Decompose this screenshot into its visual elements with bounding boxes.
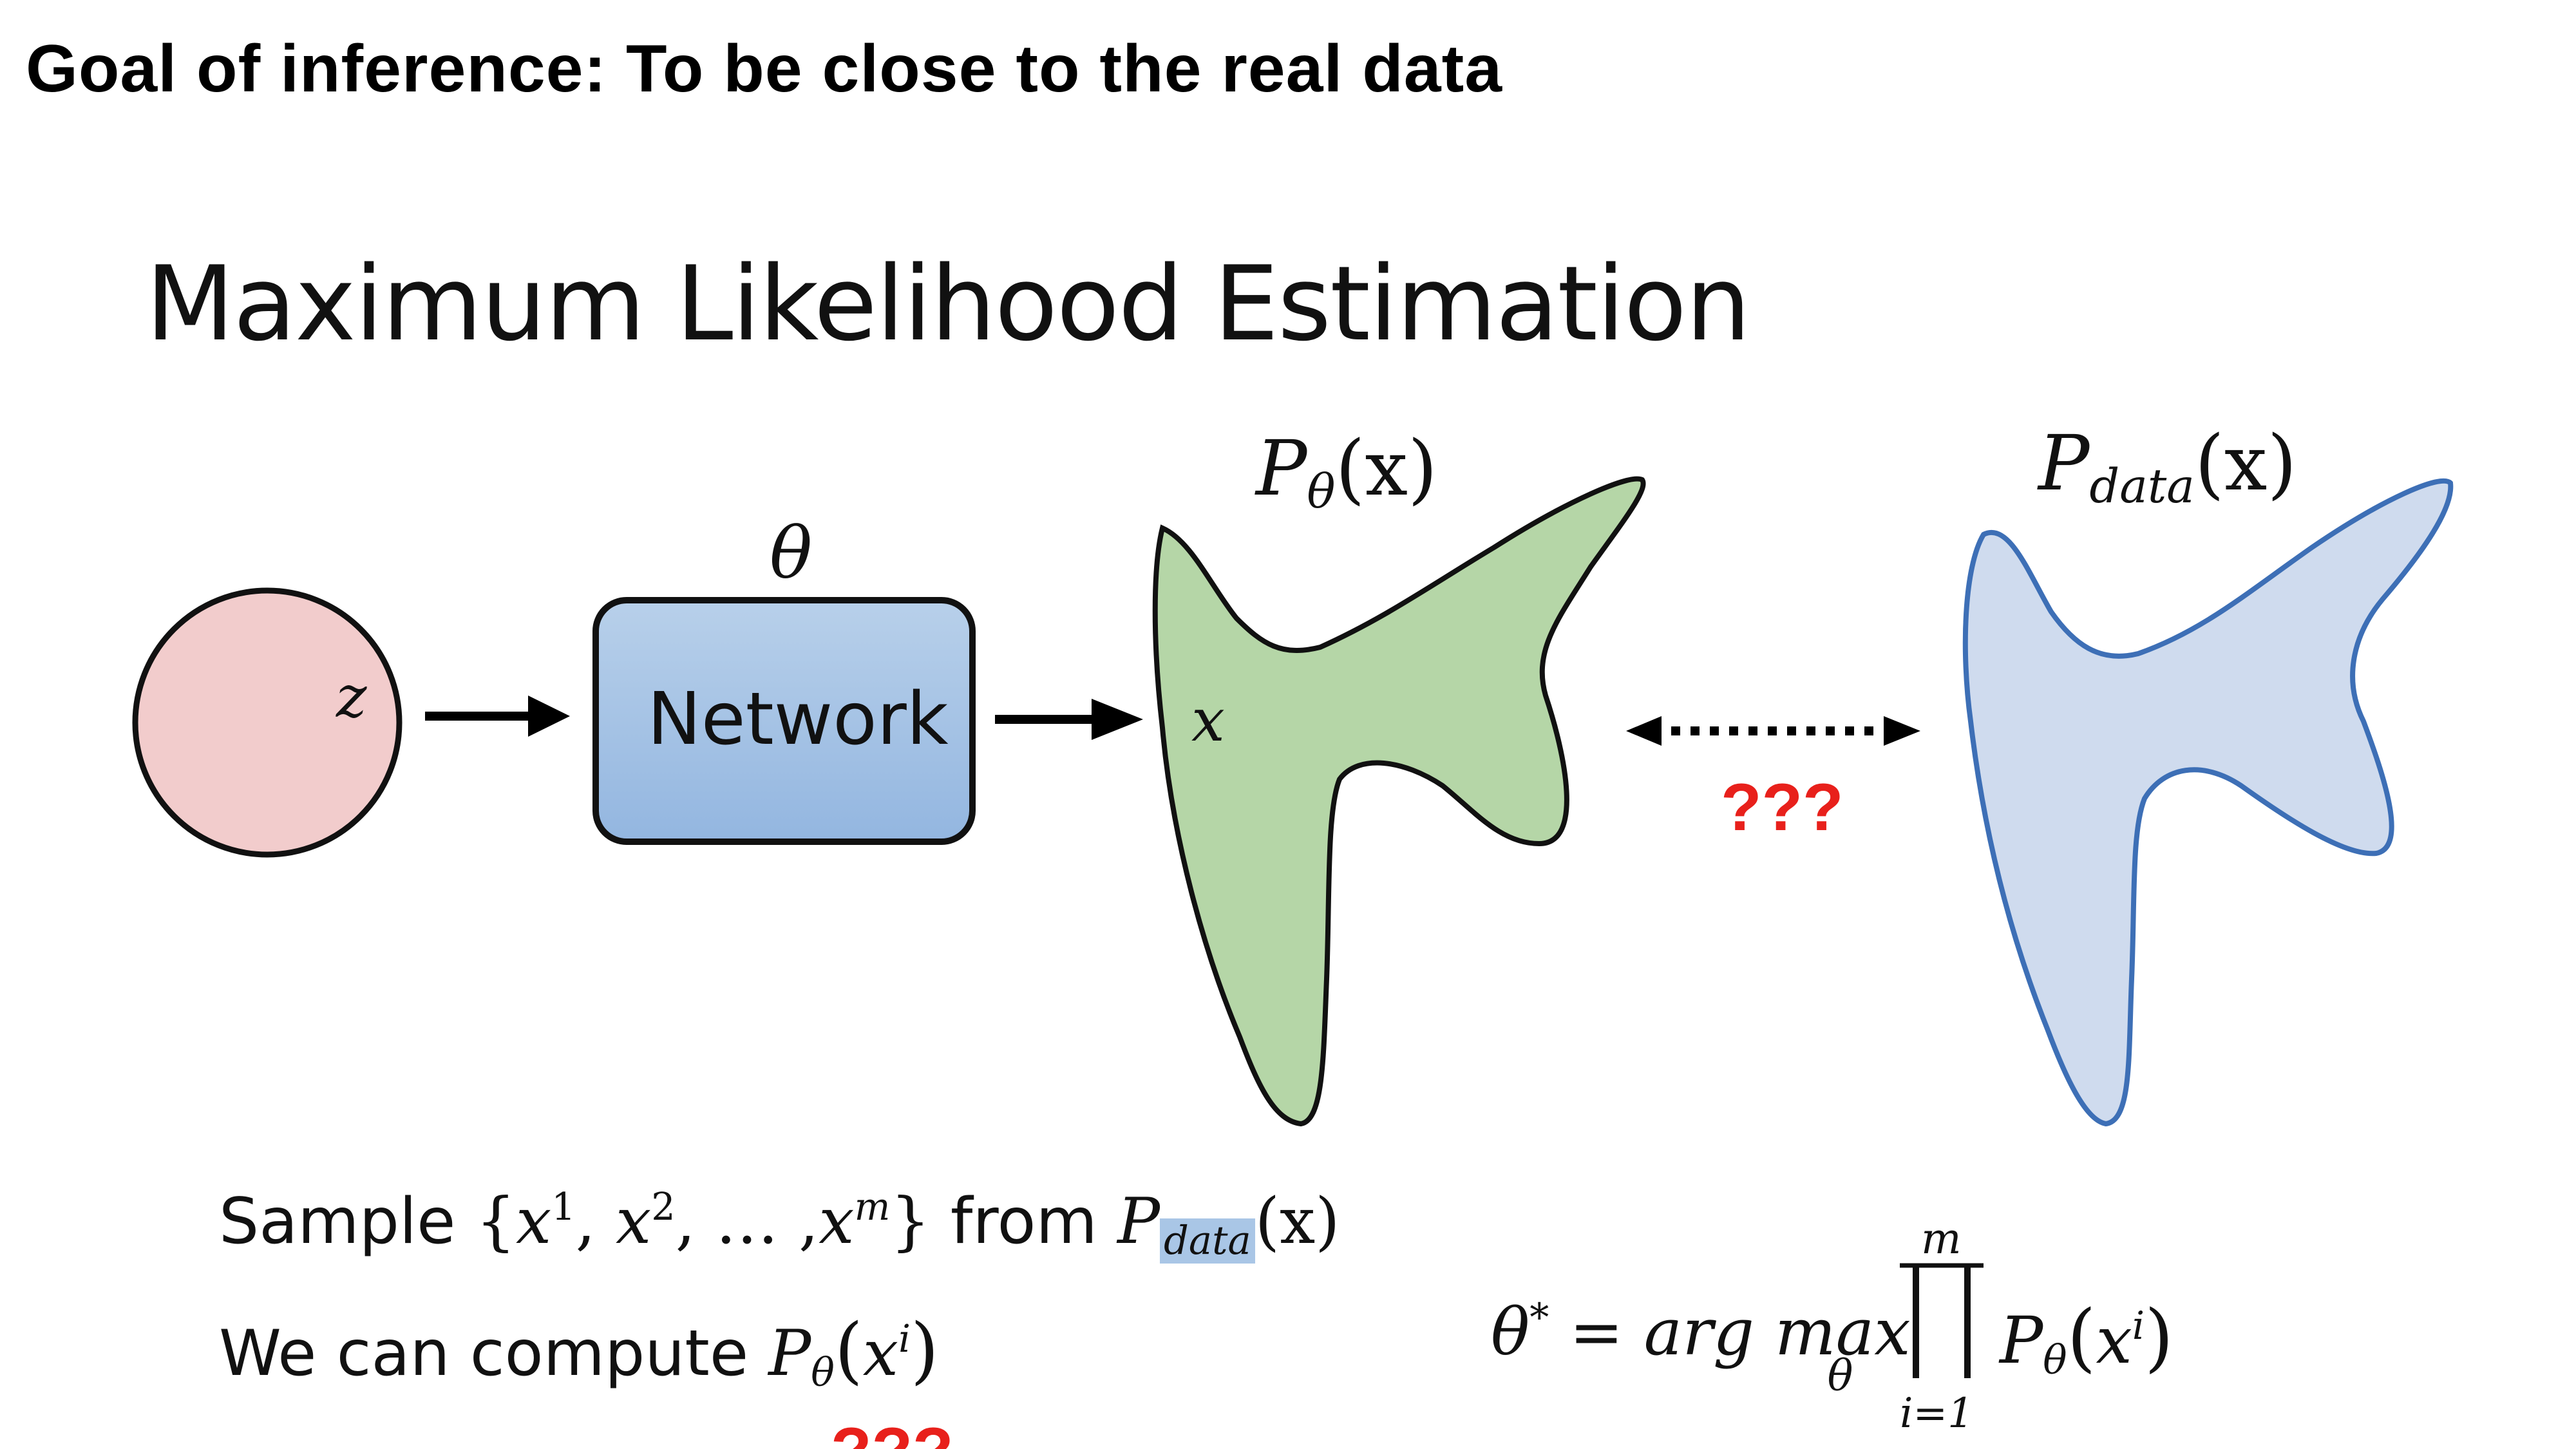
compute-x-superscript: i [898,1316,911,1361]
compute-line: We can compute Pθ(xi) [219,1307,939,1396]
compute-close-paren: ) [910,1307,939,1392]
question-marks: ??? [1721,770,1844,845]
set-x1: x [515,1185,552,1258]
set-ellipsis: , … , [675,1185,819,1258]
product-symbol [1900,1263,1984,1378]
formula-likelihood: Pθ(xi) [2000,1294,2174,1384]
sample-p: P [1117,1185,1160,1258]
model-distribution-arg: (x) [1335,424,1438,513]
comparison-arrow [1626,716,1920,746]
model-distribution-p: P [1256,424,1307,513]
truncated-question-marks: ??? [831,1414,954,1449]
set-x2-superscript: 2 [651,1184,676,1229]
set-xm-superscript: m [854,1184,891,1229]
formula-open-paren: ( [2067,1294,2096,1381]
data-distribution-p: P [2038,419,2090,507]
set-open-brace: { [475,1185,516,1258]
arrow-to-model-distribution [995,699,1143,740]
formula-star: * [1530,1294,1549,1340]
sample-from: from [930,1185,1118,1258]
noise-label-z: z [336,663,367,731]
formula-argmax: arg max θ [1643,1294,1911,1401]
data-distribution-arg: (x) [2194,419,2297,507]
data-distribution-label: Pdata(x) [2038,419,2297,514]
product-lower-limit: i=1 [1900,1390,1974,1437]
set-x2: x [615,1185,652,1258]
sample-p-arg: (x) [1255,1185,1340,1258]
compute-open-paren: ( [834,1307,863,1392]
set-xm: x [819,1185,855,1258]
network-box [592,597,976,845]
formula-close-paren: ) [2145,1294,2174,1381]
formula-equals: = [1549,1294,1644,1370]
set-close-brace: } [890,1185,931,1258]
formula-theta: θ [1491,1294,1530,1370]
formula-x: x [2096,1303,2132,1378]
compute-prefix: We can compute [219,1317,769,1390]
arrow-to-network [425,696,570,737]
model-distribution-shape [1152,476,1646,1127]
formula-argmax-under: θ [1827,1351,1853,1401]
sample-point-label-x: x [1191,686,1225,755]
sample-line: Sample {x1, x2, … ,xm} from Pdata(x) [219,1184,1340,1264]
compute-x: x [862,1317,899,1390]
model-distribution-subscript: θ [1307,464,1336,520]
data-distribution-shape [1962,478,2454,1127]
product-upper-limit: m [1921,1214,1962,1264]
noise-distribution-circle [132,587,402,858]
formula-argmax-text: arg max [1643,1294,1911,1370]
formula-p-subscript: θ [2043,1336,2067,1384]
slide-header: Goal of inference: To be close to the re… [26,32,1503,106]
mle-formula: θ* = arg max θ [1491,1294,1911,1401]
network-label: Network [647,677,949,761]
slide-title: Maximum Likelihood Estimation [146,243,1751,364]
theta-parameter-label: θ [770,512,813,594]
compute-p-subscript: θ [811,1350,835,1396]
model-distribution-label: Pθ(x) [1256,424,1438,519]
sample-p-subscript: data [1160,1218,1255,1264]
formula-x-superscript: i [2132,1303,2145,1349]
sample-prefix: Sample [219,1185,476,1258]
set-x1-superscript: 1 [551,1184,576,1229]
compute-p: P [768,1317,811,1390]
formula-p: P [2000,1303,2043,1378]
data-distribution-subscript: data [2089,459,2195,515]
